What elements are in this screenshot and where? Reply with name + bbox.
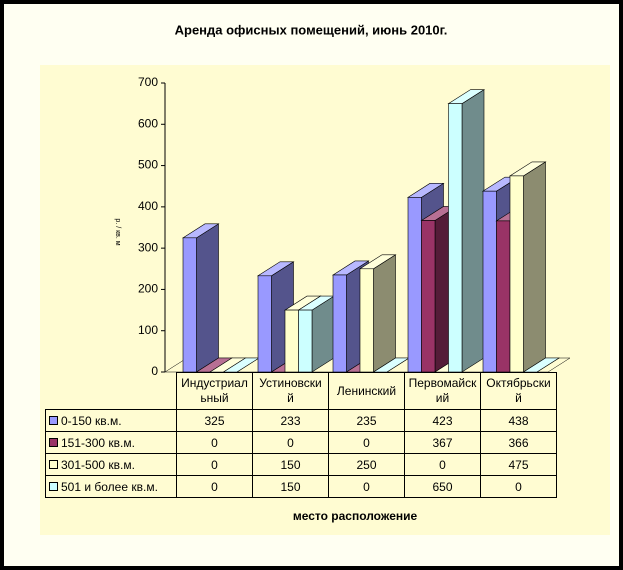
bar [284, 309, 299, 373]
bar-side [196, 223, 219, 373]
table-value: 438 [480, 409, 557, 432]
x-tick-label: Индустриальный [176, 372, 253, 410]
legend-entry: 501 и более кв.м. [45, 475, 177, 498]
table-value: 0 [328, 475, 405, 498]
bar-side [461, 89, 485, 373]
table-value: 250 [328, 453, 405, 476]
bar [509, 175, 524, 373]
legend-key [49, 437, 58, 447]
y-tick-label: 300 [138, 240, 158, 254]
x-tick-label: Октябрьский [480, 372, 557, 410]
legend-entry: 0-150 кв.м. [45, 409, 177, 432]
legend-label: 151-300 кв.м. [61, 435, 135, 450]
chart-title: Аренда офисных помещений, июнь 2010г. [175, 22, 448, 37]
bar-side [523, 161, 546, 373]
table-value: 233 [252, 409, 329, 432]
bar [448, 103, 463, 373]
x-tick-label: Первомайский [404, 372, 481, 410]
table-value: 150 [252, 453, 329, 476]
table-value: 367 [404, 431, 481, 454]
table-value: 0 [176, 431, 253, 454]
table-value: 0 [480, 475, 557, 498]
table-value: 650 [404, 475, 481, 498]
table-row: 151-300 кв.м. 0 0 0 367 366 [45, 431, 557, 454]
table-row: 501 и более кв.м. 0 150 0 650 0 [45, 475, 557, 498]
y-tick-label: 0 [151, 364, 158, 378]
bar [421, 220, 436, 373]
table-row: 301-500 кв.м. 0 150 250 0 475 [45, 453, 557, 476]
y-tick-label: 400 [138, 199, 158, 213]
table-value: 0 [404, 453, 481, 476]
table-value: 0 [176, 475, 253, 498]
y-tick-label: 100 [138, 323, 158, 337]
table-value: 423 [404, 409, 481, 432]
y-tick-label: 600 [138, 116, 158, 130]
table-value: 0 [252, 431, 329, 454]
legend-key [49, 481, 58, 491]
table-value: 325 [176, 409, 253, 432]
table-header-row: Индустриальный Устиновский Ленинский Первом… [45, 372, 557, 410]
table-value: 0 [176, 453, 253, 476]
bar [257, 275, 272, 373]
table-value: 366 [480, 431, 557, 454]
bar-side [373, 254, 396, 373]
legend-entry: 151-300 кв.м. [45, 431, 177, 454]
legend-label: 501 и более кв.м. [61, 479, 158, 494]
y-axis-label: р. / кв. м [114, 218, 121, 245]
bar [482, 190, 497, 373]
legend-entry: 301-500 кв.м. [45, 453, 177, 476]
y-tick-label: 500 [138, 158, 158, 172]
legend-label: 0-150 кв.м. [61, 413, 122, 428]
bar [359, 268, 374, 373]
bar [298, 309, 313, 373]
table-value: 150 [252, 475, 329, 498]
y-tick-label: 700 [138, 75, 158, 89]
table-value: 235 [328, 409, 405, 432]
table-row: 0-150 кв.м. 325 233 235 423 438 [45, 409, 557, 432]
bar [407, 197, 422, 373]
legend-label: 301-500 кв.м. [61, 457, 135, 472]
x-axis-label: место расположение [293, 509, 418, 523]
x-tick-label: Устиновский [252, 372, 329, 410]
bar [182, 237, 197, 373]
table-value: 0 [328, 431, 405, 454]
bar [332, 274, 347, 373]
bar [496, 220, 511, 373]
y-tick-label: 200 [138, 282, 158, 296]
legend-key [49, 459, 58, 469]
table-value: 475 [480, 453, 557, 476]
data-table: Индустриальный Устиновский Ленинский Первом… [45, 372, 557, 498]
x-tick-label: Ленинский [328, 372, 405, 410]
table-corner [45, 372, 177, 410]
legend-key [49, 415, 58, 425]
